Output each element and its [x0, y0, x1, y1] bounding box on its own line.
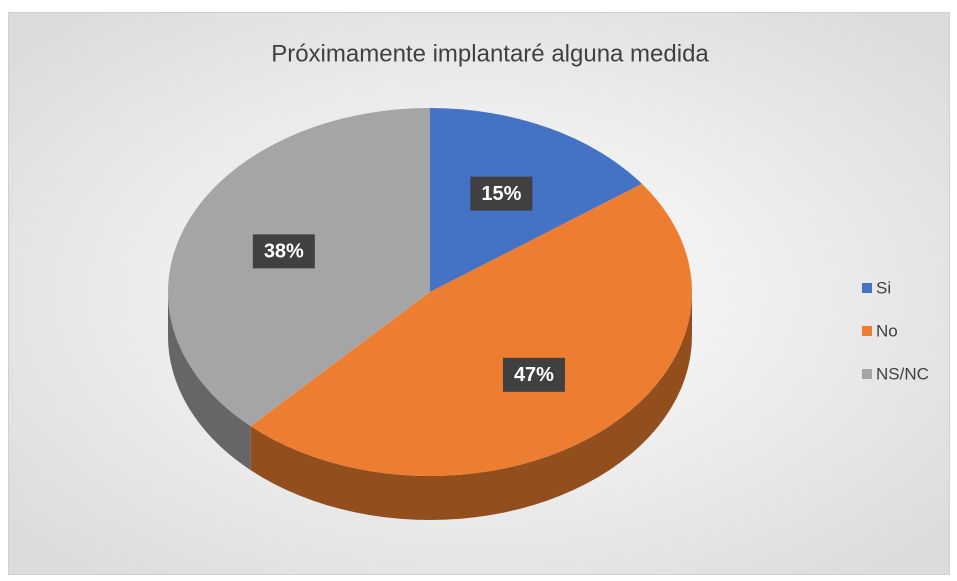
pie-slice — [250, 183, 693, 476]
pie-side — [168, 292, 251, 471]
data-label-box — [252, 234, 315, 269]
pie-side — [250, 292, 692, 520]
legend-label: No — [876, 321, 898, 340]
data-label: 47% — [514, 364, 554, 386]
data-label-box — [470, 176, 533, 211]
data-label: 38% — [264, 241, 304, 263]
data-label: 15% — [481, 183, 521, 205]
pie-slice — [430, 108, 642, 292]
legend-label: Si — [876, 278, 891, 297]
legend-swatch — [862, 283, 872, 293]
legend-swatch — [862, 369, 872, 379]
data-label-box — [502, 357, 565, 392]
legend-swatch — [862, 326, 872, 336]
chart-title: Próximamente implantaré alguna medida — [271, 40, 709, 67]
legend-label: NS/NC — [876, 364, 929, 383]
